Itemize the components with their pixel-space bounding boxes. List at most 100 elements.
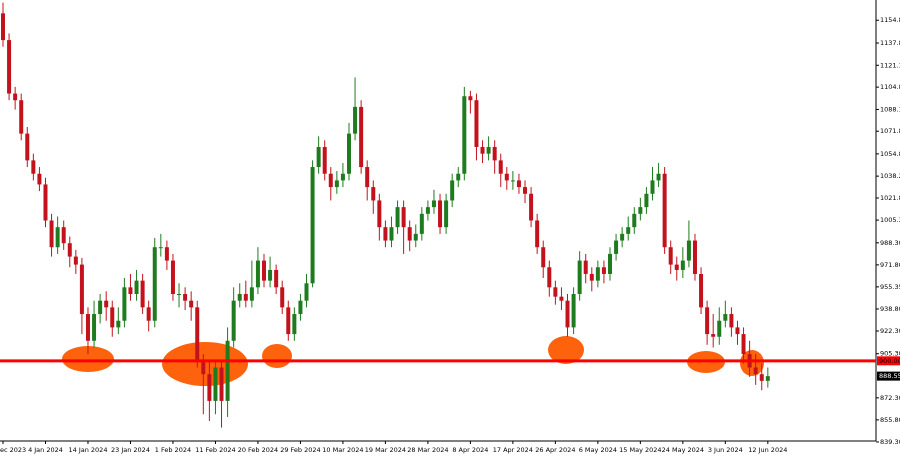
candle-body xyxy=(104,300,109,308)
candle-body xyxy=(601,267,606,274)
x-tick-label: 12 Jun 2024 xyxy=(748,446,787,454)
candle-body xyxy=(541,247,546,268)
x-tick-label: 6 May 2024 xyxy=(579,446,617,454)
candle-body xyxy=(189,300,194,308)
candle-body xyxy=(298,300,303,315)
candle-body xyxy=(43,184,48,221)
x-tick-label: 23 Jan 2024 xyxy=(111,446,150,454)
candle-body xyxy=(268,269,273,281)
y-tick-label: 1154.85 xyxy=(880,16,900,24)
candle-body xyxy=(255,260,260,288)
candle-body xyxy=(146,307,151,321)
candle-body xyxy=(692,240,697,274)
candle-body xyxy=(98,300,103,315)
candle-body xyxy=(753,367,758,375)
x-tick-label: 28 Mar 2024 xyxy=(407,446,448,454)
candle-body xyxy=(626,227,631,234)
x-tick-label: 20 Feb 2024 xyxy=(238,446,278,454)
candle-body xyxy=(547,267,552,288)
candle-body xyxy=(1,13,5,41)
candle-body xyxy=(73,256,78,265)
support-label-box xyxy=(877,356,900,366)
candle-body xyxy=(595,267,600,281)
x-tick-label: 14 Jan 2024 xyxy=(68,446,107,454)
candle-body xyxy=(723,314,728,321)
candle-body xyxy=(316,147,321,168)
highlight xyxy=(62,346,114,372)
last-price-label: 888.55 xyxy=(879,372,900,380)
y-tick-label: 839.30 xyxy=(880,438,900,446)
x-tick-label: 26 Apr 2024 xyxy=(535,446,575,454)
candle-body xyxy=(492,147,497,161)
candle-body xyxy=(19,100,24,134)
candle-body xyxy=(286,307,291,335)
candle-body xyxy=(431,200,436,208)
candle-body xyxy=(134,280,139,294)
candle-body xyxy=(92,314,97,341)
candle-body xyxy=(67,243,72,257)
candle-body xyxy=(55,227,60,248)
candle-body xyxy=(140,280,145,308)
candle-body xyxy=(419,213,424,234)
y-tick-label: 1088.10 xyxy=(880,105,900,113)
candle-body xyxy=(504,173,509,181)
candle-body xyxy=(401,207,406,228)
x-tick-label: 1 Feb 2024 xyxy=(155,446,191,454)
highlight xyxy=(262,344,292,368)
candle-body xyxy=(650,180,655,194)
y-tick-label: 872.30 xyxy=(880,394,900,402)
candle-body xyxy=(231,300,236,341)
candle-body xyxy=(128,287,133,294)
candle-body xyxy=(177,294,182,295)
highlight xyxy=(740,350,764,376)
candle-body xyxy=(274,269,279,288)
candle-body xyxy=(559,296,564,301)
candle-body xyxy=(79,264,84,315)
candle-body xyxy=(474,100,479,147)
candle-body xyxy=(389,227,394,241)
y-tick-label: 988.30 xyxy=(880,239,900,247)
candle-body xyxy=(729,314,734,328)
y-tick-label: 1071.80 xyxy=(880,127,900,135)
candle-body xyxy=(741,334,746,355)
candle-body xyxy=(644,193,649,208)
candle-body xyxy=(280,287,285,308)
candle-body xyxy=(583,260,588,274)
y-tick-label: 938.80 xyxy=(880,305,900,313)
y-tick-label: 971.80 xyxy=(880,261,900,269)
x-tick-label: 19 Mar 2024 xyxy=(365,446,406,454)
candle-body xyxy=(49,220,54,248)
candle-body xyxy=(304,283,309,301)
candle-body xyxy=(589,273,594,281)
candle-body xyxy=(438,200,443,228)
candle-body xyxy=(328,173,333,188)
x-tick-label: 29 Feb 2024 xyxy=(280,446,320,454)
candle-body xyxy=(735,327,740,335)
candle-body xyxy=(662,173,667,248)
candle-body xyxy=(523,187,528,194)
candle-body xyxy=(122,287,127,321)
candle-body xyxy=(456,173,461,181)
candle-body xyxy=(37,173,42,185)
x-tick-label: 17 Apr 2024 xyxy=(493,446,533,454)
candle-body xyxy=(450,180,455,201)
candle-body xyxy=(116,320,121,328)
candle-body xyxy=(353,106,358,134)
candle-body xyxy=(207,374,212,401)
highlight xyxy=(548,336,584,364)
candle-body xyxy=(407,227,412,241)
candle-body xyxy=(61,227,66,244)
x-tick-label: 3 Jun 2024 xyxy=(708,446,743,454)
candle-body xyxy=(359,106,364,168)
candle-body xyxy=(219,367,224,401)
support-label: 900.00 xyxy=(879,357,900,365)
candle-body xyxy=(668,247,673,265)
candle-body xyxy=(85,314,90,341)
x-tick-label: 8 Apr 2024 xyxy=(452,446,488,454)
candle-body xyxy=(225,340,230,401)
candle-body xyxy=(346,133,351,174)
candle-body xyxy=(638,207,643,214)
x-tick-label: ec 2023 xyxy=(0,446,26,454)
candle-body xyxy=(614,240,619,254)
